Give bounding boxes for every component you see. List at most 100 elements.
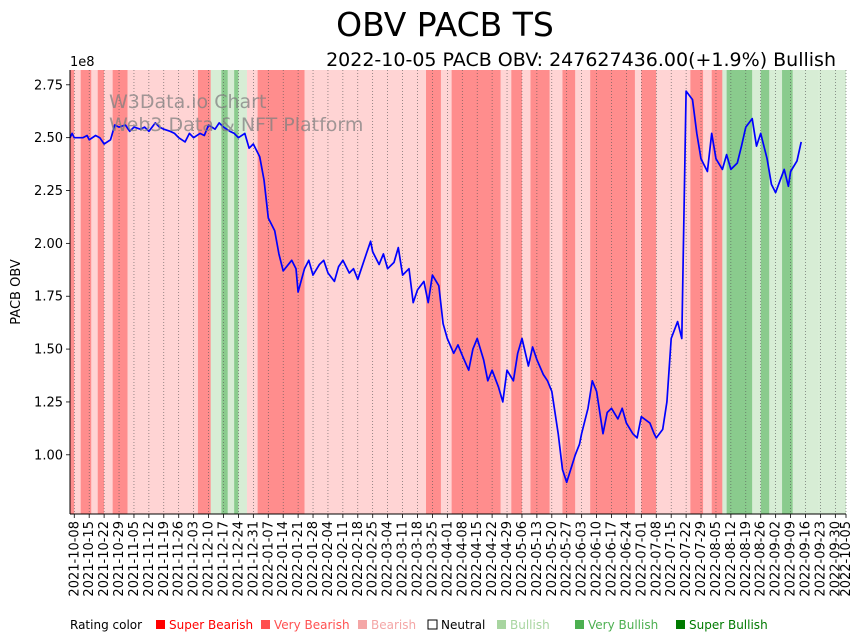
- xtick-label-2021-12-17: 2021-12-17: [216, 521, 231, 597]
- chart-title: OBV PACB TS: [336, 5, 554, 44]
- rating-band-21: [451, 70, 501, 514]
- legend-swatch-6: [676, 620, 685, 629]
- rating-band-8: [127, 70, 134, 514]
- xtick-label-2021-11-12: 2021-11-12: [142, 521, 157, 597]
- xtick-label-2022-05-13: 2022-05-13: [530, 521, 545, 597]
- rating-band-34: [703, 70, 712, 514]
- xtick-label-2021-12-03: 2021-12-03: [187, 521, 202, 597]
- legend-label: Rating color: [70, 618, 142, 632]
- rating-bands: [70, 70, 846, 514]
- xtick-label-2022-01-21: 2022-01-21: [291, 521, 306, 597]
- legend-item-4: Bullish: [510, 618, 550, 632]
- ytick-label-4: 2.00: [34, 237, 63, 252]
- legend-item-3: Neutral: [441, 618, 485, 632]
- rating-legend: Rating color Super Bearish Very Bearish Be…: [70, 618, 768, 632]
- xtick-label-2022-07-01: 2022-07-01: [634, 521, 649, 597]
- rating-band-33: [690, 70, 704, 514]
- ytick-label-5: 2.25: [34, 184, 63, 199]
- xtick-label-2022-09-09: 2022-09-09: [784, 521, 799, 597]
- xtick-label-2022-04-01: 2022-04-01: [440, 521, 455, 597]
- xtick-label-2022-02-25: 2022-02-25: [366, 521, 381, 597]
- legend-item-2: Bearish: [371, 618, 416, 632]
- rating-band-14: [234, 70, 239, 514]
- xtick-label-2021-12-10: 2021-12-10: [202, 521, 217, 597]
- xtick-label-2022-09-30: 2022-09-30: [828, 521, 843, 597]
- xtick-label-2021-11-19: 2021-11-19: [157, 521, 172, 597]
- rating-band-27: [562, 70, 576, 514]
- xtick-label-2022-03-04: 2022-03-04: [381, 521, 396, 597]
- y-scale-label: 1e8: [70, 55, 95, 70]
- xtick-label-2022-08-05: 2022-08-05: [709, 521, 724, 597]
- ytick-label-2: 1.50: [34, 343, 63, 358]
- xtick-label-2022-09-16: 2022-09-16: [798, 521, 813, 597]
- xtick-label-2022-08-26: 2022-08-26: [754, 521, 769, 597]
- xtick-label-2022-08-19: 2022-08-19: [739, 521, 754, 597]
- xtick-label-2022-10-05: 2022-10-05: [839, 521, 854, 597]
- legend-item-1: Very Bearish: [274, 618, 350, 632]
- x-ticks: 2021-10-08 2021-10-15 2021-10-22 2021-10-29…: [67, 514, 854, 597]
- legend-swatch-4: [497, 620, 506, 629]
- xtick-label-2022-01-14: 2022-01-14: [276, 521, 291, 597]
- xtick-label-2022-02-11: 2022-02-11: [336, 521, 351, 597]
- xtick-label-2022-06-17: 2022-06-17: [604, 521, 619, 597]
- rating-band-4: [91, 70, 98, 514]
- ytick-label-1: 1.25: [34, 395, 63, 410]
- series-line-1: [69, 90, 803, 484]
- rating-band-19: [426, 70, 441, 514]
- xtick-label-2022-01-28: 2022-01-28: [306, 521, 321, 597]
- rating-band-17: [257, 70, 305, 514]
- xtick-label-2022-07-29: 2022-07-29: [694, 521, 709, 597]
- rating-band-6: [104, 70, 113, 514]
- rating-band-41: [782, 70, 793, 514]
- legend-swatch-3: [427, 619, 438, 630]
- rating-band-1: [70, 70, 75, 514]
- xtick-label-2022-05-27: 2022-05-27: [560, 521, 575, 597]
- legend-item-0: Super Bearish: [169, 618, 253, 632]
- xtick-label-2022-02-04: 2022-02-04: [321, 521, 336, 597]
- xtick-label-2022-02-18: 2022-02-18: [351, 521, 366, 597]
- rating-band-18: [304, 70, 427, 514]
- ytick-label-6: 2.50: [34, 131, 63, 146]
- rating-band-43: [803, 70, 819, 514]
- legend-swatch-0: [156, 620, 165, 629]
- xtick-label-2022-05-06: 2022-05-06: [515, 521, 530, 597]
- vertical-gridlines: [73, 70, 847, 514]
- xtick-label-2022-06-10: 2022-06-10: [590, 521, 605, 597]
- xtick-label-2022-01-07: 2022-01-07: [261, 521, 276, 597]
- xtick-label-2022-08-12: 2022-08-12: [724, 521, 739, 597]
- xtick-label-2022-05-20: 2022-05-20: [545, 521, 560, 597]
- obv-series: [69, 90, 803, 484]
- rating-band-36: [722, 70, 727, 514]
- legend-item-6: Super Bullish: [689, 618, 768, 632]
- ytick-label-3: 1.75: [34, 290, 63, 305]
- xtick-label-2021-10-15: 2021-10-15: [82, 521, 97, 597]
- y-axis-label: PACB OBV: [9, 259, 24, 325]
- xtick-label-2022-03-11: 2022-03-11: [396, 521, 411, 597]
- xtick-label-2022-04-22: 2022-04-22: [485, 521, 500, 597]
- rating-band-23: [511, 70, 522, 514]
- rating-band-44: [818, 70, 846, 514]
- rating-band-37: [726, 70, 753, 514]
- rating-band-28: [575, 70, 591, 514]
- watermark-line-1: W3Data.io Chart: [109, 91, 266, 113]
- legend-item-5: Very Bullish: [588, 618, 658, 632]
- rating-band-20: [440, 70, 452, 514]
- rating-band-7: [112, 70, 128, 514]
- xtick-label-2021-12-31: 2021-12-31: [246, 521, 261, 597]
- watermark-line-2: Web3 Data & NFT Platform: [109, 114, 363, 136]
- rating-band-25: [530, 70, 550, 514]
- axes: [69, 70, 846, 515]
- xtick-label-2021-11-26: 2021-11-26: [172, 521, 187, 597]
- xtick-label-2022-06-03: 2022-06-03: [575, 521, 590, 597]
- rating-band-15: [238, 70, 247, 514]
- rating-band-39: [760, 70, 770, 514]
- rating-band-42: [792, 70, 804, 514]
- legend-swatch-2: [358, 620, 367, 629]
- rating-band-16: [246, 70, 258, 514]
- y-ticks: 1.00 1.25 1.50 1.75 2.00 2.25 2.50 2.75: [34, 78, 70, 463]
- rating-band-35: [711, 70, 723, 514]
- xtick-label-2022-07-15: 2022-07-15: [664, 521, 679, 597]
- ytick-label-7: 2.75: [34, 78, 63, 93]
- rating-band-30: [634, 70, 642, 514]
